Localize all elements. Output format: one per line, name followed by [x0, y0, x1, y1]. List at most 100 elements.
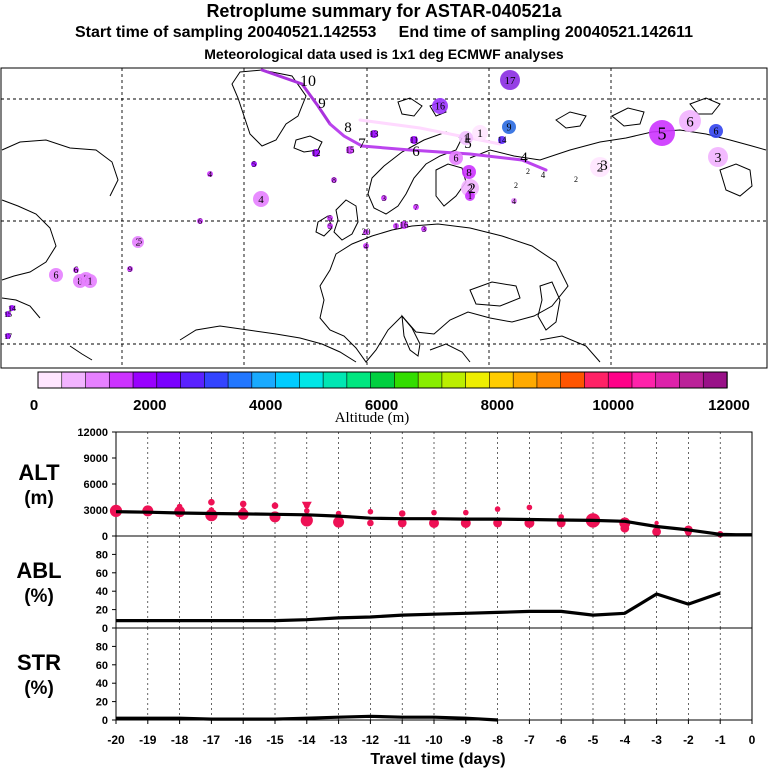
cluster-marker	[127, 266, 133, 272]
y-tick-label: 80	[96, 641, 108, 653]
cluster-marker	[370, 130, 378, 138]
cluster-marker	[9, 305, 15, 311]
cluster-label: 1	[88, 277, 93, 288]
cluster-altitude-point	[208, 507, 215, 513]
y-axis-unit: (m)	[24, 488, 54, 509]
cluster-label: 3	[715, 151, 722, 166]
cluster-label: 17	[505, 75, 517, 87]
cluster-label: 1	[394, 222, 398, 231]
colorbar-cell	[370, 371, 396, 389]
colorbar-cell	[394, 371, 419, 389]
y-axis-label: ABL	[16, 558, 61, 583]
y-tick-label: 0	[102, 623, 108, 635]
cluster-marker	[73, 267, 79, 273]
x-tick-label: -18	[171, 733, 189, 747]
y-tick-label: 60	[96, 568, 108, 580]
coastline-map	[1, 69, 767, 363]
cluster-marker	[679, 110, 701, 132]
cluster-label: 5	[138, 237, 142, 246]
map-frame	[0, 67, 768, 369]
cluster-label: 17	[4, 332, 12, 341]
cluster-marker	[137, 238, 143, 244]
y-axis-label: ALT	[18, 460, 60, 485]
colorbar-cell	[322, 371, 348, 389]
start-time-label: Start time of sampling 20040521.142553	[74, 24, 377, 41]
cluster-marker	[400, 221, 408, 229]
y-tick-label: 40	[96, 678, 108, 690]
colorbar-tick-labels: 0 2000 4000 6000 8000 10000 12000	[30, 397, 750, 414]
cluster-altitude-point	[176, 503, 183, 510]
cluster-label: 2	[526, 167, 530, 176]
cluster-marker	[421, 226, 427, 232]
x-tick-label: -2	[683, 733, 694, 747]
cluster-altitude-point	[109, 504, 123, 517]
cluster-label: 6	[198, 217, 202, 226]
cluster-altitude-point	[620, 523, 630, 533]
cluster-label: 4	[364, 242, 368, 251]
x-tick-label: -13	[330, 733, 348, 747]
end-time-label: End time of sampling 20040521.142611	[398, 24, 694, 41]
colorbar-tick-label: 2000	[133, 397, 166, 414]
cluster-label: 5	[328, 222, 332, 231]
colorbar-cell	[251, 371, 277, 389]
cluster-altitude-point	[398, 510, 406, 517]
cluster-label: 2	[597, 160, 604, 175]
cluster-marker	[649, 120, 675, 146]
trajectory-line	[260, 68, 548, 172]
x-tick-label: -20	[107, 733, 125, 747]
x-tick-label: -12	[362, 733, 380, 747]
x-tick-label: -4	[619, 733, 630, 747]
x-tick-label: -8	[492, 733, 503, 747]
trajectory-label: 5	[464, 136, 472, 152]
cluster-label: 6	[686, 114, 694, 130]
cluster-marker	[49, 268, 63, 282]
cluster-label: 15	[4, 310, 12, 319]
cluster-label: 13	[370, 129, 380, 139]
sampling-times: Start time of sampling 20040521.142553 E…	[0, 24, 768, 42]
cluster-marker	[253, 191, 269, 207]
cluster-label: 6	[74, 265, 79, 275]
series-line	[116, 591, 721, 623]
cluster-label: 6	[454, 154, 459, 165]
map-gridlines	[1, 68, 767, 368]
cluster-marker	[312, 149, 320, 157]
cluster-altitude-point	[652, 527, 661, 537]
cluster-marker	[459, 131, 473, 145]
cluster-marker	[502, 120, 516, 134]
cluster-altitude-point	[300, 514, 313, 527]
cluster-marker	[5, 333, 11, 339]
cluster-altitude-point	[271, 502, 279, 510]
colorbar-cell	[655, 371, 681, 389]
colorbar-cell	[584, 371, 609, 389]
x-tick-label: -17	[203, 733, 221, 747]
x-tick-label: -15	[266, 733, 284, 747]
trajectory-label: 3	[600, 158, 608, 174]
cluster-altitude-point	[463, 509, 469, 516]
cluster-label: 2	[467, 181, 473, 195]
colorbar-cell	[108, 371, 134, 389]
cluster-label: 20	[362, 227, 372, 237]
cluster-altitude-point	[208, 498, 215, 506]
y-tick-label: 12000	[77, 427, 108, 439]
cluster-label: 8	[332, 176, 336, 185]
cluster-marker	[708, 147, 728, 167]
trajectory-label: 1	[465, 131, 472, 146]
panel-str: 0 20 40 60 80 STR (%)	[17, 627, 753, 727]
cluster-marker	[197, 218, 203, 224]
colorbar-cell	[37, 371, 63, 389]
cluster-marker	[410, 136, 418, 144]
y-tick-label: 0	[102, 715, 108, 727]
colorbar-cell	[275, 371, 301, 389]
cluster-altitude-point	[367, 519, 374, 527]
cluster-marker	[500, 70, 520, 90]
cluster-marker	[462, 165, 476, 179]
colorbar-cell	[156, 371, 182, 389]
cluster-label: 6	[714, 127, 719, 138]
x-tick-label: -14	[298, 733, 316, 747]
colorbar-cell	[227, 371, 253, 389]
x-tick-label: -6	[556, 733, 567, 747]
cluster-altitude-point	[431, 509, 437, 516]
y-tick-label: 20	[96, 697, 108, 709]
cluster-altitude-point	[240, 507, 246, 513]
cluster-label: 8	[466, 167, 472, 179]
